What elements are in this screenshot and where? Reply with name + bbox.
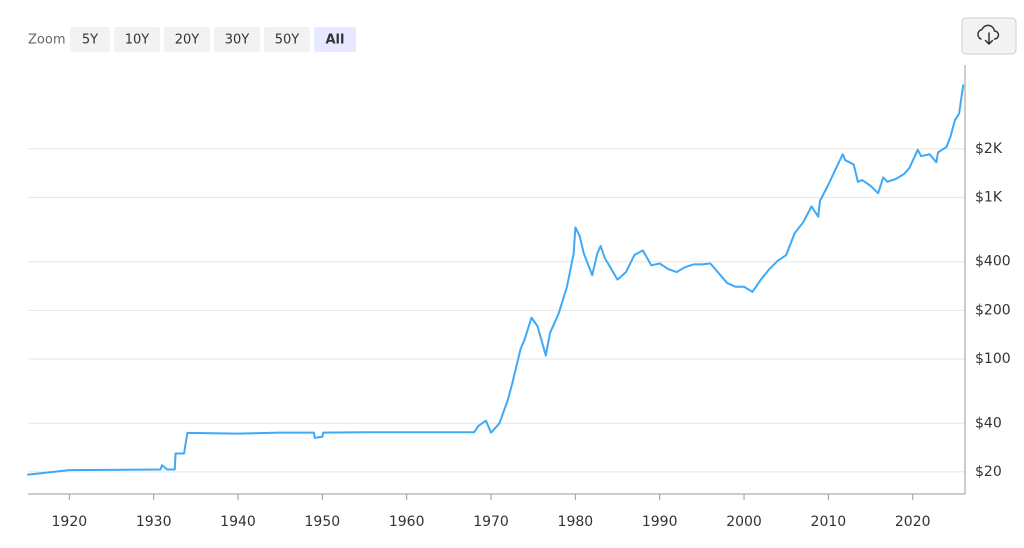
zoom-button-label[interactable]: 50Y xyxy=(275,33,300,48)
x-tick-label: 1970 xyxy=(473,514,509,530)
zoom-button-label[interactable]: All xyxy=(326,33,345,48)
zoom-button-label[interactable]: 5Y xyxy=(82,33,98,48)
zoom-buttons: 5Y 10Y 20Y 30Y 50Y All xyxy=(70,27,356,52)
y-tick-label: $40 xyxy=(975,415,1002,431)
x-tick-label: 1950 xyxy=(305,514,341,530)
x-tick-label: 1920 xyxy=(52,514,88,530)
x-tick-label: 2020 xyxy=(895,514,931,530)
zoom-button[interactable] xyxy=(114,27,160,52)
y-tick-label: $200 xyxy=(975,302,1011,318)
zoom-button-label[interactable]: 30Y xyxy=(225,33,250,48)
plot: $20 $40 $100 $200 $400 $1K $2K 1920 1930 1940 1950… xyxy=(27,65,1011,530)
zoom-button-label[interactable]: 20Y xyxy=(175,33,200,48)
y-tick-label: $100 xyxy=(975,351,1011,367)
x-tick-label: 1990 xyxy=(642,514,678,530)
x-tick-label: 1940 xyxy=(220,514,256,530)
x-tick-label: 1930 xyxy=(136,514,172,530)
zoom-button[interactable] xyxy=(164,27,210,52)
price-line xyxy=(27,84,965,476)
x-tick-label: 2000 xyxy=(726,514,762,530)
zoom-label: Zoom xyxy=(28,33,65,48)
zoom-button-label[interactable]: 10Y xyxy=(125,33,150,48)
download-button[interactable] xyxy=(961,17,1017,55)
download-icon[interactable] xyxy=(977,24,1000,45)
x-tick-label: 2010 xyxy=(811,514,847,530)
y-tick-label: $2K xyxy=(975,141,1003,157)
x-tick-label: 1960 xyxy=(389,514,425,530)
y-tick-label: $400 xyxy=(975,254,1011,270)
y-tick-label: $20 xyxy=(975,464,1002,480)
zoom-button[interactable] xyxy=(214,27,260,52)
y-tick-label: $1K xyxy=(975,189,1003,205)
zoom-button[interactable] xyxy=(70,27,110,52)
zoom-button[interactable] xyxy=(264,27,310,52)
x-tick-label: 1980 xyxy=(558,514,594,530)
zoom-button[interactable] xyxy=(314,27,356,52)
